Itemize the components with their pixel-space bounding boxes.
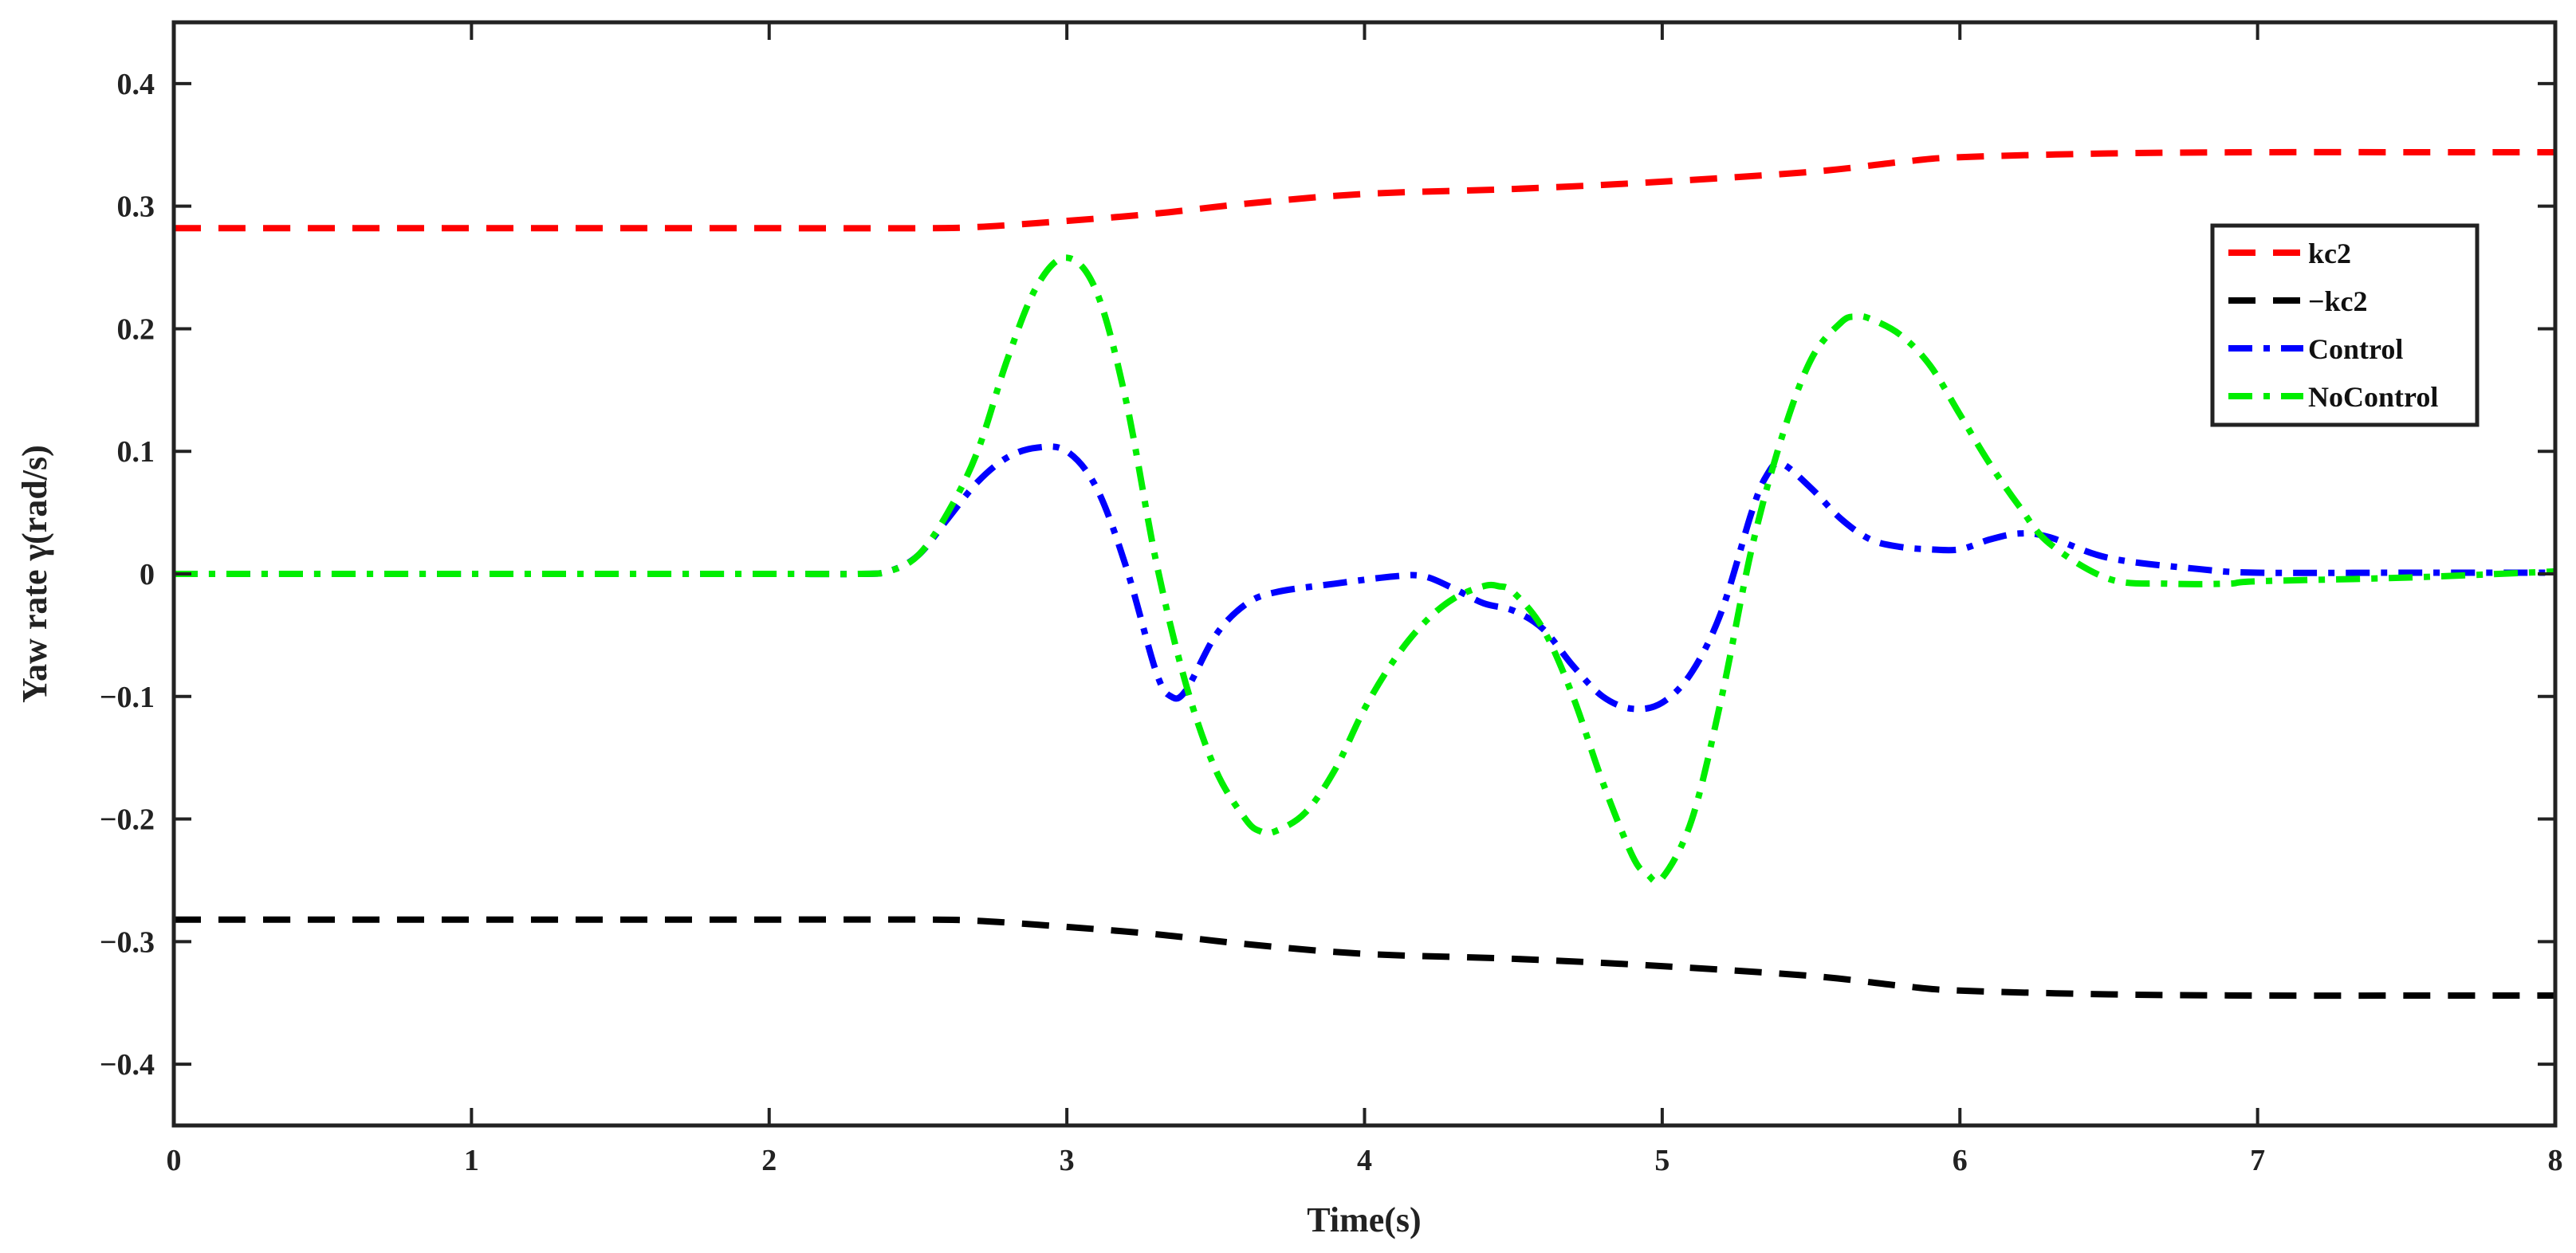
y-tick-label: 0	[140, 558, 155, 591]
series-line-0	[174, 148, 2555, 232]
y-tick-label: 0.1	[117, 435, 155, 469]
y-tick-label: 0.3	[117, 191, 155, 224]
legend-label: −kc2	[2308, 285, 2368, 317]
x-tick-label: 0	[167, 1144, 182, 1177]
series-line-3	[174, 254, 2556, 886]
y-tick-label: −0.3	[100, 925, 155, 959]
x-tick-label: 8	[2548, 1144, 2563, 1177]
y-tick-label: −0.4	[100, 1048, 155, 1082]
y-tick-label: −0.1	[100, 681, 155, 714]
x-tick-label: 6	[1953, 1144, 1968, 1177]
x-tick-label: 3	[1060, 1144, 1075, 1177]
y-tick-label: 0.4	[117, 68, 155, 101]
ticks-layer: 0 1 2 3 4 5 6 7 8 −0.4 −0.3 −0.2 −0.1 0 0.1 0.2 0.3 0.4	[100, 22, 2563, 1177]
x-tick-label: 1	[464, 1144, 479, 1177]
y-tick-label: 0.2	[117, 312, 155, 346]
x-tick-label: 5	[1654, 1144, 1669, 1177]
x-tick-label: 2	[761, 1144, 777, 1177]
series-line-1	[174, 916, 2555, 1000]
x-axis-title: Time(s)	[1307, 1200, 1421, 1239]
y-tick-label: −0.2	[100, 803, 155, 837]
legend-label: NoControl	[2308, 381, 2438, 413]
x-tick-label: 7	[2250, 1144, 2265, 1177]
y-axis-title: Yaw rate γ(rad/s)	[15, 445, 54, 703]
legend: kc2 −kc2 Control NoControl	[2210, 223, 2480, 427]
legend-label: kc2	[2308, 238, 2351, 269]
legend-label: Control	[2308, 333, 2403, 365]
legend-box	[2210, 223, 2480, 427]
series-layer	[174, 148, 2556, 1000]
x-tick-label: 4	[1357, 1144, 1372, 1177]
series-line-2	[174, 443, 2555, 713]
